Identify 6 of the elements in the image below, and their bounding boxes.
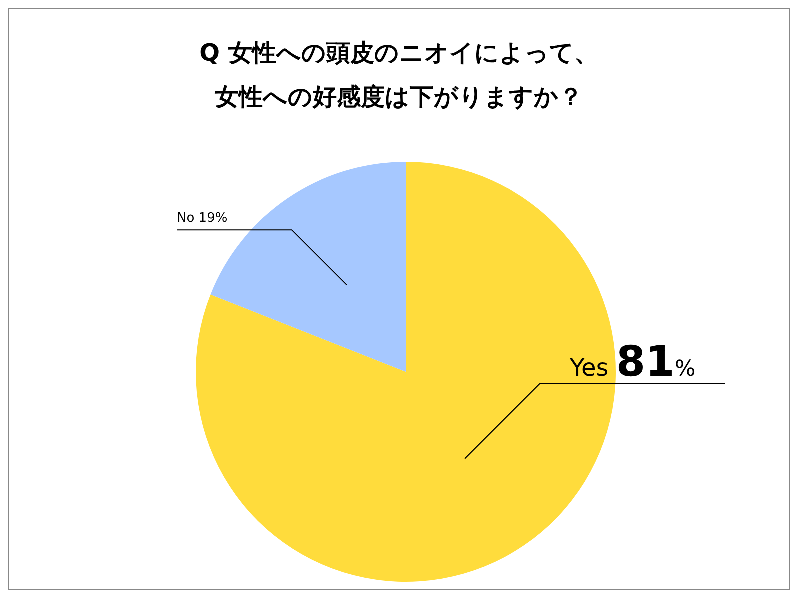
chart-title: Q 女性への頭皮のニオイによって、女性への好感度は下がりますか？ — [198, 38, 600, 113]
slice-label: Yes — [569, 354, 616, 382]
data-label: 19% — [198, 211, 228, 226]
data-label: 81% — [616, 336, 696, 386]
pie-slice — [196, 162, 616, 582]
slice-label: No — [176, 211, 199, 226]
